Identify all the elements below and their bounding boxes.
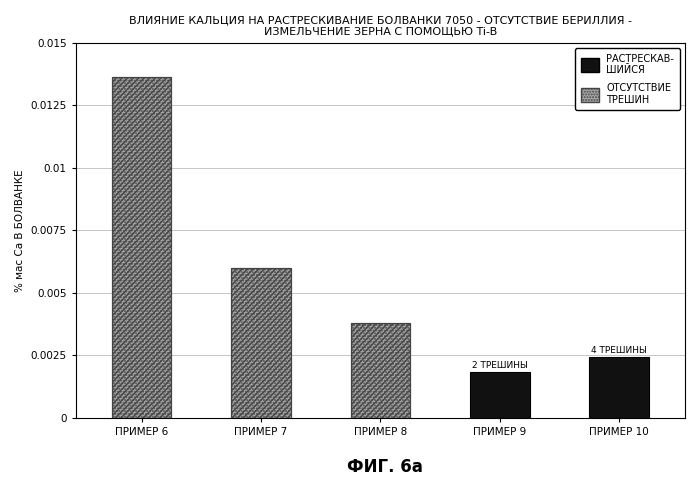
Bar [112,77,172,418]
Y-axis label: % мас Са В БОЛВАНКЕ: % мас Са В БОЛВАНКЕ [15,169,25,292]
Legend: РАСТРЕСКАВ-
ШИЙСЯ, ОТСУТСТВИЕ
ТРЕШИН: РАСТРЕСКАВ- ШИЙСЯ, ОТСУТСТВИЕ ТРЕШИН [575,48,680,110]
Bar [231,268,290,418]
Text: 4 ТРЕШИНЫ: 4 ТРЕШИНЫ [592,346,648,355]
Bar [231,268,290,418]
Bar [589,357,649,418]
Bar [351,323,410,418]
Bar [470,372,530,418]
Text: 2 ТРЕШИНЫ: 2 ТРЕШИНЫ [472,361,528,370]
Bar [351,323,410,418]
Text: ФИГ. 6а: ФИГ. 6а [347,458,423,476]
Title: ВЛИЯНИЕ КАЛЬЦИЯ НА РАСТРЕСКИВАНИЕ БОЛВАНКИ 7050 - ОТСУТСТВИЕ БЕРИЛЛИЯ -
ИЗМЕЛЬЧЕ: ВЛИЯНИЕ КАЛЬЦИЯ НА РАСТРЕСКИВАНИЕ БОЛВАН… [129,15,632,36]
Bar [112,77,172,418]
